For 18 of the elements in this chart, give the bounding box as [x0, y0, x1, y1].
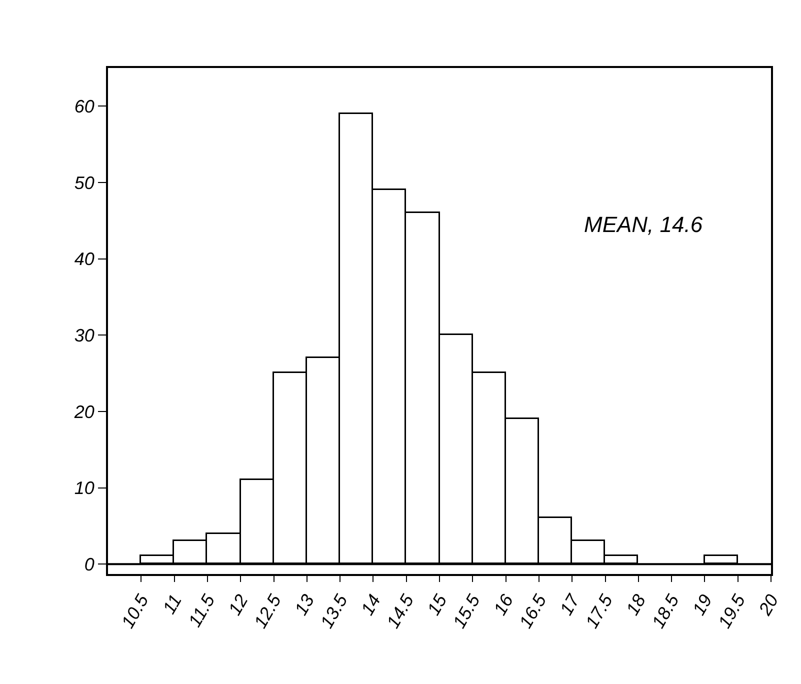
annotation: MEAN, 14.6	[584, 212, 704, 237]
x-tick-label: 19	[688, 591, 716, 618]
x-tick-label: 14	[357, 591, 384, 618]
y-tick-label: 30	[74, 325, 94, 346]
x-tick-label: 12	[224, 591, 252, 618]
y-tick-label: 20	[73, 402, 94, 422]
y-tick-label: 0	[84, 554, 94, 574]
y-tick-label: 40	[74, 249, 94, 270]
x-tick-label: 13	[290, 591, 318, 618]
y-tick-label: 60	[74, 96, 94, 116]
x-tick-label: 18	[622, 591, 650, 618]
y-tick-label: 50	[74, 172, 94, 193]
x-tick-label: 20	[754, 591, 782, 620]
y-tick-label: 10	[74, 478, 94, 498]
x-tick-label: 11	[158, 591, 186, 618]
x-tick-label: 16	[490, 590, 518, 618]
x-tick-label: 17	[556, 590, 584, 618]
x-tick-label: 15	[423, 590, 452, 618]
